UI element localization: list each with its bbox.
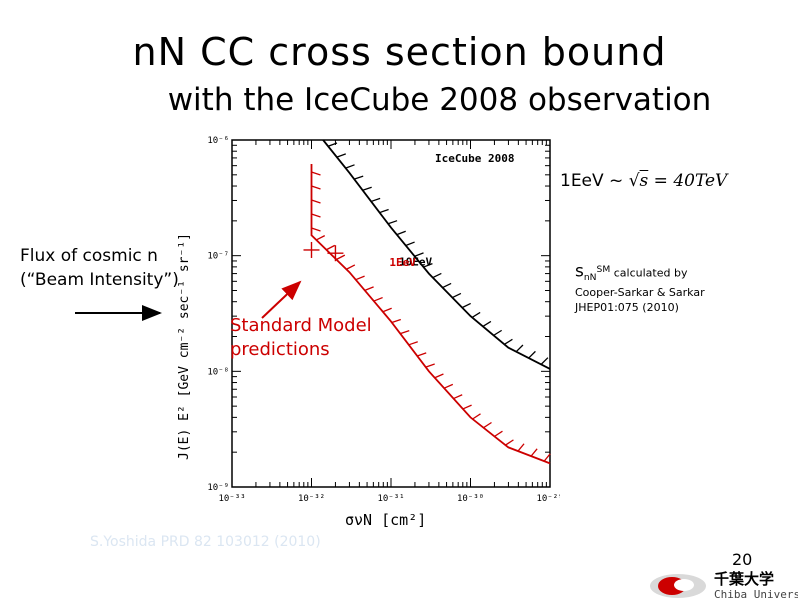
cross-section-chart: 10⁻³³ 10⁻³² 10⁻³¹ 10⁻³⁰ 10⁻²⁹ 10⁻⁶ 10⁻⁷ 10⁻⁸ 10⁻… (177, 136, 560, 529)
hatch-10EeV (423, 263, 433, 268)
hatch-1EeV (336, 254, 346, 261)
x-axis-label: σνN [cm²] (345, 511, 426, 529)
formula-sqrt-s: s (639, 171, 649, 191)
hatch-1EeV (311, 171, 321, 176)
formula-right: = 40TeV (648, 171, 728, 191)
hatch-10EeV (432, 272, 442, 279)
hatch-10EeV (379, 208, 389, 214)
x-tick-label: 10⁻³³ (218, 494, 245, 504)
hatch-1EeV (417, 352, 427, 357)
hatch-10EeV (540, 357, 549, 365)
chiba-university-logo: 千葉大学 Chiba University (650, 570, 798, 600)
hatch-1EeV (505, 439, 514, 446)
hatch-10EeV (327, 142, 338, 147)
hatch-1EeV (311, 213, 321, 218)
hatch-1EeV (453, 394, 463, 400)
hatch-1EeV (346, 264, 356, 270)
series-label-1EeV: 1EeV (389, 256, 416, 269)
energy-formula: 1EeV ~ √s = 40TeV (560, 171, 727, 191)
series-line-10EeV (322, 139, 551, 370)
x-tick-label: 10⁻³⁰ (457, 494, 484, 504)
series-line-1EeV (310, 164, 551, 465)
sm-label-line2: predictions (230, 339, 330, 360)
y-tick-label: 10⁻⁸ (207, 367, 229, 377)
page-number: 20 (732, 550, 753, 569)
hatch-1EeV (530, 448, 538, 457)
sigma-note: snNSM calculated by Cooper-Sarkar & Sark… (575, 262, 715, 315)
sm-prediction-label: Standard Model predictions (230, 314, 372, 362)
hatch-10EeV (515, 344, 524, 353)
hatch-10EeV (362, 186, 372, 191)
series-label-10EeV: 10EeV (399, 256, 432, 269)
y-axis-label: J(E) E² [GeV cm⁻² sec⁻¹ sr⁻¹] (177, 233, 192, 460)
x-tick-label: 10⁻³¹ (377, 494, 404, 504)
hatch-1EeV (434, 373, 444, 379)
sigma-note-text: calculated by Cooper-Sarkar & Sarkar JHE… (575, 266, 705, 314)
hatch-10EeV (442, 282, 452, 289)
sm-label-line1: Standard Model (230, 315, 372, 336)
citation: S.Yoshida PRD 82 103012 (2010) (90, 534, 321, 550)
hatch-10EeV (493, 329, 503, 336)
y-tick-label: 10⁻⁶ (207, 136, 229, 146)
hatch-1EeV (311, 185, 321, 190)
hatch-1EeV (316, 235, 326, 241)
hatch-1EeV (355, 275, 365, 281)
x-tick-label: 10⁻³² (298, 494, 325, 504)
hatch-10EeV (528, 350, 536, 359)
slide-title: nN CC cross section bound (132, 30, 667, 74)
svg-text:千葉大学: 千葉大学 (714, 570, 774, 588)
hatch-1EeV (373, 296, 383, 302)
hatch-1EeV (311, 199, 321, 204)
formula-left: 1EeV ~ (560, 171, 629, 191)
svg-text:Chiba University: Chiba University (714, 588, 798, 600)
hatch-1EeV (443, 383, 454, 389)
slide-subtitle: with the IceCube 2008 observation (167, 82, 712, 118)
hatch-1EeV (382, 307, 392, 313)
sqrt-icon: √ (628, 171, 640, 191)
hatch-1EeV (364, 286, 374, 291)
hatch-10EeV (354, 175, 364, 180)
hatch-10EeV (461, 302, 471, 309)
hatch-1EeV (400, 329, 410, 335)
flux-label-line1: Flux of cosmic n (20, 246, 158, 266)
hatch-1EeV (543, 453, 551, 462)
hatch-1EeV (311, 227, 321, 232)
y-tick-label: 10⁻⁷ (207, 252, 229, 262)
sigma-symbol: s (575, 261, 584, 282)
hatch-10EeV (387, 220, 398, 225)
hatch-10EeV (405, 241, 415, 247)
hatch-1EeV (425, 363, 435, 368)
hatch-1EeV (391, 318, 402, 324)
sigma-sub: nN (583, 271, 597, 283)
hatch-1EeV (462, 404, 472, 410)
hatch-1EeV (483, 421, 492, 429)
hatch-1EeV (494, 430, 503, 437)
hatch-1EeV (408, 341, 418, 346)
hatch-10EeV (471, 311, 481, 319)
hatch-1EeV (517, 443, 525, 452)
hatch-10EeV (414, 252, 424, 257)
x-tick-label: 10⁻²⁹ (536, 494, 560, 504)
hatch-1EeV (472, 413, 481, 420)
flux-label-line2: (“Beam Intensity”) (20, 270, 179, 290)
legend-label: IceCube 2008 (435, 152, 514, 165)
hatch-10EeV (504, 338, 513, 345)
hatch-10EeV (452, 292, 462, 299)
sigma-sup: SM (596, 264, 611, 275)
hatch-1EeV (326, 244, 336, 251)
sm-arrow (261, 280, 302, 319)
hatch-10EeV (396, 230, 406, 236)
hatch-10EeV (370, 197, 381, 203)
hatch-10EeV (345, 164, 355, 169)
hatch-10EeV (482, 320, 492, 327)
y-tick-label: 10⁻⁹ (207, 483, 229, 493)
hatch-10EeV (336, 153, 346, 158)
